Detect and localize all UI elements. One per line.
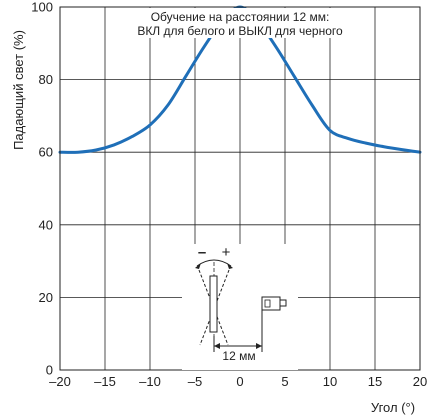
y-tick-label: 80 [39, 72, 53, 87]
x-tick-label: 0 [236, 374, 243, 389]
y-tick-label: 0 [46, 363, 53, 378]
x-tick-label: 15 [368, 374, 382, 389]
x-axis-label: Угол (°) [371, 400, 415, 415]
annotation-line-1: Обучение на расстоянии 12 мм: [151, 10, 330, 24]
arc-arrow-right [227, 263, 233, 269]
x-tick-label: 5 [281, 374, 288, 389]
minus-label: – [198, 244, 206, 261]
x-tick-label: –5 [188, 374, 202, 389]
x-tick-label: –10 [139, 374, 161, 389]
sensor-diagram: – + 12 мм [182, 244, 298, 370]
x-tick-label: 10 [323, 374, 337, 389]
annotation-line-2: ВКЛ для белого и ВЫКЛ для черного [137, 24, 343, 38]
y-tick-label: 60 [39, 145, 53, 160]
plus-label: + [222, 244, 231, 261]
annotation-background [120, 8, 360, 38]
y-axis-label: Падающий свет (%) [11, 30, 26, 150]
y-tick-label: 20 [39, 290, 53, 305]
annotation: Обучение на расстоянии 12 мм: ВКЛ для бе… [120, 8, 360, 38]
x-tick-label: –15 [94, 374, 116, 389]
target-plate [209, 275, 218, 333]
sensor-lens [264, 299, 271, 308]
x-tick-labels: –20 –15 –10 –5 0 5 10 15 20 [49, 374, 427, 389]
y-tick-label: 100 [31, 0, 53, 15]
y-tick-label: 40 [39, 217, 53, 232]
grid [59, 6, 421, 371]
y-tick-labels: 0 20 40 60 80 100 [31, 0, 53, 378]
distance-label: 12 мм [222, 349, 255, 363]
arc-arrow-left [195, 263, 201, 269]
x-tick-label: 20 [413, 374, 427, 389]
x-tick-label: –20 [49, 374, 71, 389]
distance-arrow-right [256, 343, 262, 349]
sensor-connector [279, 299, 287, 307]
distance-arrow-left [214, 343, 220, 349]
